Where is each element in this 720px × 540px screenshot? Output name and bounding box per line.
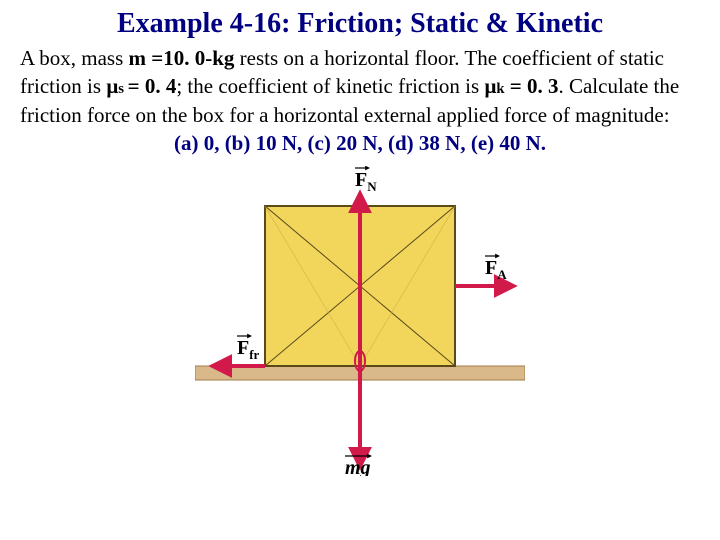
mu-sub: k: [496, 81, 504, 97]
mass-value: m =10. 0-kg: [129, 46, 235, 70]
force-label: mg: [345, 456, 371, 476]
svg-text:mg: mg: [345, 457, 371, 476]
mu-val: = 0. 4: [128, 74, 177, 98]
problem-statement: A box, mass m =10. 0-kg rests on a horiz…: [20, 44, 700, 129]
force-label: Ffr: [237, 336, 260, 362]
text-seg: A box, mass: [20, 46, 129, 70]
force-label: FN: [355, 168, 377, 194]
text-seg: ; the coefficient of kinetic friction is: [176, 74, 484, 98]
free-body-diagram: FN mg FA Ffr: [195, 166, 525, 476]
mu-k: μk = 0. 3: [484, 74, 558, 98]
force-label: FA: [485, 256, 507, 282]
mu-symbol: μ: [484, 74, 496, 98]
page-title: Example 4-16: Friction; Static & Kinetic: [20, 8, 700, 40]
svg-text:Ffr: Ffr: [237, 337, 260, 362]
mu-symbol: μ: [106, 74, 118, 98]
mu-val: = 0. 3: [505, 74, 559, 98]
mu-sub: s: [118, 81, 127, 97]
case-list: (a) 0, (b) 10 N, (c) 20 N, (d) 38 N, (e)…: [20, 131, 700, 156]
svg-text:FN: FN: [355, 169, 377, 194]
svg-text:FA: FA: [485, 257, 507, 282]
mu-s: μs = 0. 4: [106, 74, 176, 98]
